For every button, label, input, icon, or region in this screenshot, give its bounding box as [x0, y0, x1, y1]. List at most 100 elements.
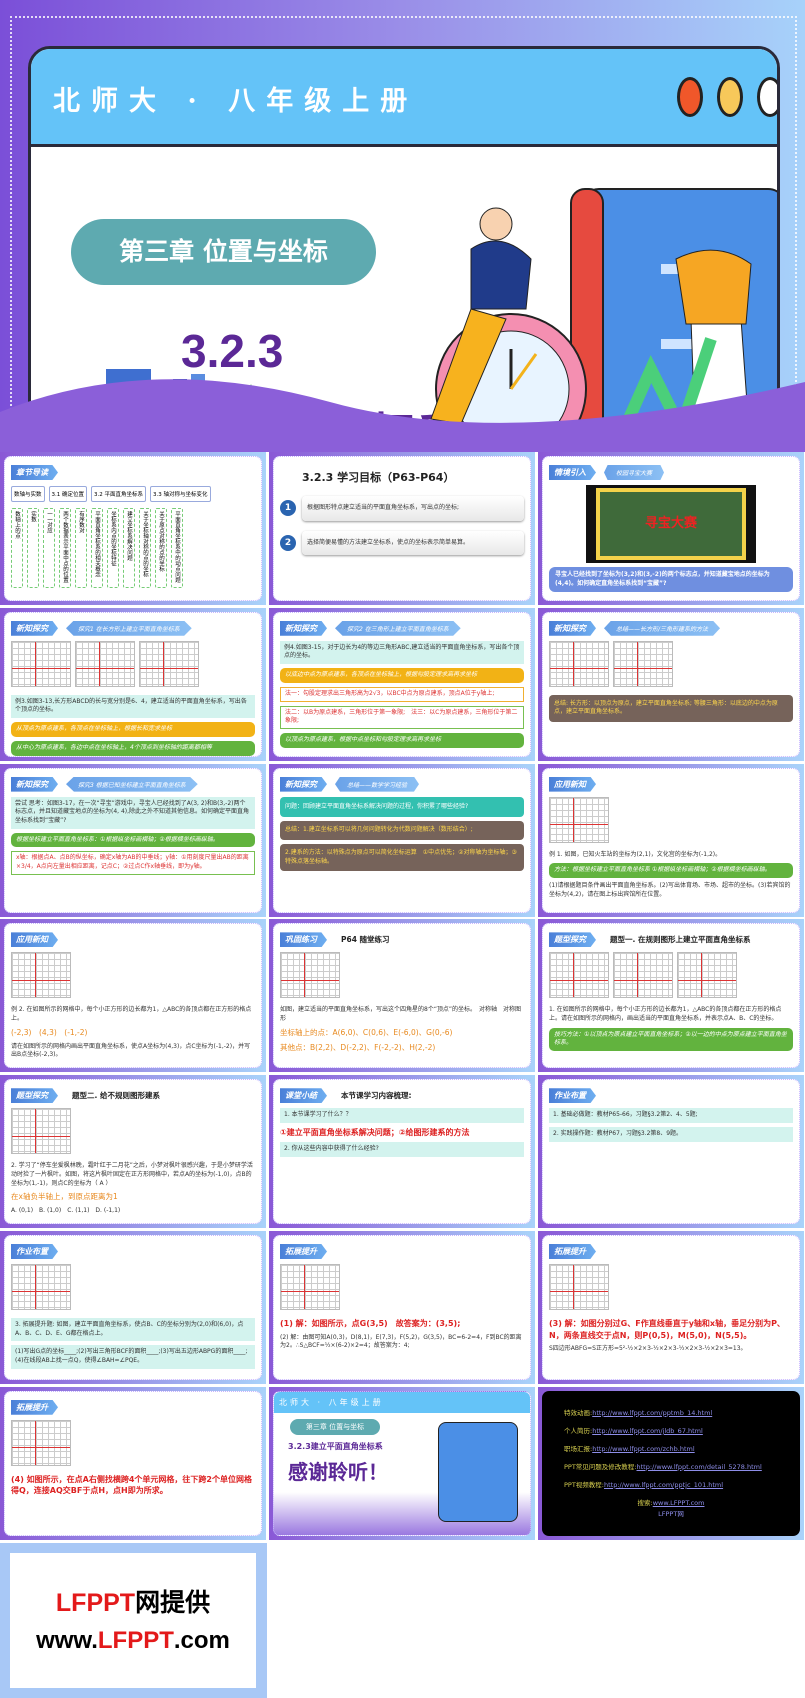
- illustration: [430, 188, 777, 443]
- link-url[interactable]: http://www.lfppt.com/pptjc_101.html: [604, 1480, 724, 1489]
- goal-item: 2 选择简便易懂的方法建立坐标系，使点的坐标表示简单易算。: [280, 530, 524, 556]
- thanks-text: 感谢聆听！: [288, 1459, 388, 1484]
- text-block: 2. 学习了“停车坐爱枫林晚，霜叶红于二月花”之后，小梦对枫叶很感兴趣，于是小梦…: [11, 1162, 253, 1187]
- slide-heading: P64 随堂练习: [341, 935, 390, 945]
- text-block: 寻宝人已经找到了坐标为(3,2)和(3,-2)的两个标志点，并知道藏宝地点的坐标…: [549, 567, 793, 593]
- goal-number: 1: [280, 500, 296, 517]
- link-row[interactable]: PPT视频教程:http://www.lfppt.com/pptjc_101.h…: [564, 1479, 778, 1489]
- link-row[interactable]: 职场汇报:http://www.lfppt.com/zchb.html: [564, 1443, 778, 1453]
- window-button-red: [677, 77, 703, 117]
- slide-thumbnail[interactable]: 作业布置 3. 拓展提升题: 如图，建立平面直角坐标系，使点B、C的坐标分别为(2…: [0, 1231, 266, 1384]
- text-block: (3) 解：如图分别过G、F作直线垂直于y轴和x轴，垂足分别为P、N，两条直线交…: [549, 1319, 785, 1340]
- link-label: 个人简历:: [564, 1426, 593, 1435]
- text-block: 法二：以B为原点建系，三角形位于第一象限; 法三：以C为原点建系，三角形位于第二…: [280, 705, 524, 729]
- slide-thumbnail[interactable]: 特效动画:http://www.lfppt.com/pptmb_14.html 个…: [538, 1386, 804, 1540]
- slide-thumbnail[interactable]: 课堂小结 本节课学习内容梳理: 1. 本节课学习了什么？？ ①建立平面直角坐标系解决问…: [269, 1075, 535, 1229]
- slide-thumbnail[interactable]: 作业布置 1. 基础必做题：教材P65-66，习题§3.2第2、4、5题; 2. 实…: [538, 1075, 804, 1229]
- slide-thumbnail[interactable]: 拓展提升 (3) 解：如图分别过G、F作直线垂直于y轴和x轴，垂足分别为P、N，两…: [538, 1231, 804, 1384]
- url-brand: LFPPT: [97, 1627, 174, 1654]
- diagram-row: [280, 1260, 524, 1314]
- slide-thumbnail[interactable]: 新知探究 总结——长方形/三角形建系的方法 总结: 长方形：以顶点为原点，建立平面直…: [538, 607, 804, 761]
- diagram-row: [549, 637, 793, 691]
- outline-item: 平面直角坐标系的相关概念: [91, 508, 103, 588]
- link-url[interactable]: http://www.lfppt.com/zchb.html: [592, 1444, 695, 1453]
- lfppt-banner: LFPPT网提供 www.LFPPT.com: [0, 1543, 267, 1698]
- window-button-white: [757, 77, 777, 117]
- outline-item: 平面直角坐标系中的动点问题: [171, 508, 183, 588]
- slide-thumbnail[interactable]: 巩固练习 P64 随堂练习 如图，建立适当的平面直角坐标系，写出这个四角星的8个“顶…: [269, 919, 535, 1073]
- coordinate-grid-diagram: [75, 640, 135, 687]
- slide-thumbnail[interactable]: 新知探究 探究3 根据已知坐标建立平面直角坐标系 尝试 思考：如图3-17，在一次“…: [0, 763, 266, 917]
- link-row[interactable]: 特效动画:http://www.lfppt.com/pptmb_14.html: [564, 1407, 778, 1417]
- text-block: 从顶点为原点建系，各顶点在坐标轴上，根据长和宽求坐标: [11, 722, 255, 737]
- diagram-row: [11, 1104, 255, 1158]
- slide-section-tag: 应用新知: [11, 932, 58, 948]
- slide-content: 新知探究 总结——数学学习经验 问题：回顾建立平面直角坐标系解决问题的过程，你积累了…: [273, 767, 531, 913]
- slide-heading: 题型一. 在规则图形上建立平面直角坐标系: [610, 935, 751, 945]
- text-block: 2. 实践操作题：教材P67，习题§3.2第8、9题。: [549, 1126, 793, 1142]
- text-block: 1. 基础必做题：教材P65-66，习题§3.2第2、4、5题;: [549, 1108, 793, 1123]
- coordinate-grid-diagram: [139, 640, 199, 687]
- outline-item: 两个数据表示平面中点的位置: [59, 508, 71, 588]
- slide-content: 新知探究 总结——长方形/三角形建系的方法 总结: 长方形：以顶点为原点，建立平面直…: [542, 611, 800, 757]
- slide-content: 巩固练习 P64 随堂练习 如图，建立适当的平面直角坐标系，写出这个四角星的8个“顶…: [273, 923, 531, 1069]
- link-url[interactable]: http://www.lfppt.com/detail_5278.html: [636, 1462, 762, 1471]
- slide-heading: 题型二. 给不规则图形建系: [72, 1091, 160, 1101]
- search-url[interactable]: www.LFPPT.com: [652, 1498, 705, 1507]
- slide-thumbnail[interactable]: 新知探究 探究2 在三角形上建立平面直角坐标系 例4.如图3-15，对于边长为4的等…: [269, 607, 535, 761]
- slide-section-tag: 题型探究: [11, 1088, 58, 1104]
- diagram-row: [280, 948, 524, 1002]
- text-block: 3. 拓展提升题: 如图，建立平面直角坐标系，使点B、C的坐标分别为(2,0)和…: [11, 1318, 255, 1342]
- website-line[interactable]: www.LFPPT.com: [10, 1627, 256, 1655]
- text-block: (-2,3) (4,3) (-1,-2): [11, 1027, 88, 1037]
- slide-thumbnail[interactable]: 应用新知例 2. 在如图所示的网格中，每个小正方形的边长都为1，△ABC的各顶点…: [0, 919, 266, 1073]
- slide-thumbnail[interactable]: 题型探究 题型二. 给不规则图形建系 2. 学习了“停车坐爱枫林晚，霜叶红于二月花”…: [0, 1075, 266, 1229]
- text-block: 2. 你从这些内容中获得了什么经验?: [280, 1142, 524, 1158]
- slide-thumbnail[interactable]: 章节导读 数轴与实数 3.1 确定位置 3.2 平面直角坐标系 3.3 轴对称与坐标变化…: [0, 452, 266, 605]
- slide-thumbnail[interactable]: 新知探究 探究1 在长方形上建立平面直角坐标系 例3.如图3-13,长方形ABCD的…: [0, 607, 266, 761]
- slide-content: 拓展提升 (3) 解：如图分别过G、F作直线垂直于y轴和x轴，垂足分别为P、N，两…: [542, 1235, 800, 1380]
- slide-subtitle: 探究3 根据已知坐标建立平面直角坐标系: [66, 776, 198, 792]
- text-block: 在x轴负半轴上，到原点距离为1: [11, 1192, 118, 1202]
- link-url[interactable]: http://www.lfppt.com/jldb_67.html: [592, 1426, 703, 1435]
- link-row[interactable]: PPT常见问题及修改教程:http://www.lfppt.com/detail…: [564, 1461, 778, 1471]
- slide-thumbnail[interactable]: 北师大 · 八年级上册 第三章 位置与坐标 3.2.3建立平面直角坐标系 感谢聆听！: [269, 1386, 535, 1540]
- search-row[interactable]: 搜索:www.LFPPT.com: [564, 1497, 778, 1507]
- diagram-row: [549, 948, 793, 1002]
- coordinate-grid-diagram: [11, 1108, 71, 1155]
- text-block: 法一：勾股定理求出三角形高为2√3，以BC中点为原点建系，顶点A位于y轴上;: [280, 686, 524, 702]
- slide-thumbnail[interactable]: 情境引入 校园寻宝大赛 寻宝大赛 寻宝人已经找到了坐标为(3,2)和(3,-2)的两个…: [538, 452, 804, 605]
- slide-section-tag: 情境引入: [549, 465, 596, 480]
- slide-content: 作业布置 1. 基础必做题：教材P65-66，习题§3.2第2、4、5题; 2. 实…: [542, 1079, 800, 1225]
- slide-section-tag: 题型探究: [549, 932, 596, 948]
- slide-section-tag: 拓展提升: [11, 1399, 58, 1415]
- coordinate-grid-diagram: [11, 1419, 71, 1466]
- slide-content: 题型探究 题型二. 给不规则图形建系 2. 学习了“停车坐爱枫林晚，霜叶红于二月花”…: [4, 1079, 262, 1225]
- slide-content: 新知探究 探究1 在长方形上建立平面直角坐标系 例3.如图3-13,长方形ABCD的…: [4, 611, 262, 757]
- slide-thumbnail[interactable]: 题型探究 题型一. 在规则图形上建立平面直角坐标系 1. 在如图所示的网格中，每个小…: [538, 919, 804, 1073]
- link-url[interactable]: http://www.lfppt.com/pptmb_14.html: [592, 1408, 713, 1417]
- thanks-title-bar: 北师大 · 八年级上册: [274, 1391, 530, 1413]
- link-row[interactable]: 个人简历:http://www.lfppt.com/jldb_67.html: [564, 1425, 778, 1435]
- goal-item: 1 根据图形特点建立适当的平面直角坐标系，写出点的坐标;: [280, 495, 524, 521]
- slide-section-tag: 课堂小结: [280, 1088, 327, 1104]
- slide-section-tag: 巩固练习: [280, 932, 327, 948]
- coordinate-grid-diagram: [549, 796, 609, 843]
- outline-item: 建立坐标系解决问题: [123, 508, 135, 588]
- slide-thumbnail[interactable]: 拓展提升 (4) 如图所示，在点A右侧找横跨4个单元网格，往下跨2个单位网格得Q，…: [0, 1386, 266, 1540]
- slide-thumbnail[interactable]: 新知探究 总结——数学学习经验 问题：回顾建立平面直角坐标系解决问题的过程，你积累了…: [269, 763, 535, 917]
- video-frame[interactable]: 寻宝大赛: [586, 485, 756, 563]
- link-label: PPT视频教程:: [564, 1480, 604, 1489]
- goal-text: 根据图形特点建立适当的平面直角坐标系，写出点的坐标;: [302, 495, 524, 521]
- slide-thumbnail[interactable]: 应用新知例 1. 如图，已知火车站的坐标为(2,1)，文化宫的坐标为(-1,2)…: [538, 763, 804, 917]
- text-block: 坐标轴上的点：A(6,0)、C(0,6)、E(-6,0)、G(0,-6): [280, 1027, 453, 1037]
- text-block: 技巧方法：①以顶点为原点建立平面直角坐标系；②以一边的中点为原点建立平面直角坐标…: [549, 1027, 793, 1052]
- text-block: (1) 解：如图所示，点G(3,5) 故答案为：(3,5);: [280, 1319, 461, 1328]
- slide-content: 拓展提升 (1) 解：如图所示，点G(3,5) 故答案为：(3,5); (2) 解：…: [273, 1235, 531, 1380]
- text-block: 以底边中点为原点建系，各顶点在坐标轴上，根据勾股定理求高再求坐标: [280, 668, 524, 683]
- cover-slide: 北师大 · 八年级上册 第三章 位置与坐标 3.2.3 建立平面直角坐标系: [0, 0, 805, 452]
- slide-subtitle: 探究1 在长方形上建立平面直角坐标系: [66, 620, 192, 636]
- slide-thumbnail[interactable]: 3.2.3 学习目标（P63-P64） 1 根据图形特点建立适当的平面直角坐标系，写…: [269, 452, 535, 605]
- text-block: 从中心为原点建系，各边中点在坐标轴上，4个顶点到坐标轴的距离都相等: [11, 740, 255, 756]
- slide-thumbnail[interactable]: 拓展提升 (1) 解：如图所示，点G(3,5) 故答案为：(3,5); (2) 解：…: [269, 1231, 535, 1384]
